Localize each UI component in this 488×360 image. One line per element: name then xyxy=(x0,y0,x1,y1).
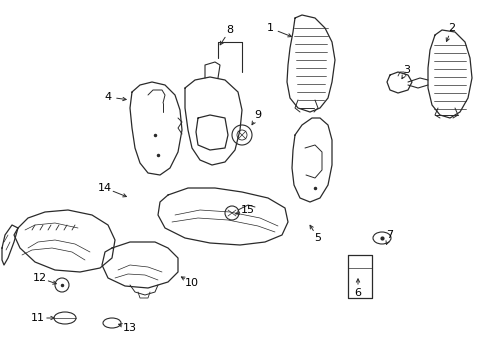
Text: 9: 9 xyxy=(254,110,261,120)
Text: 13: 13 xyxy=(123,323,137,333)
Text: 10: 10 xyxy=(184,278,199,288)
Text: 3: 3 xyxy=(403,65,409,75)
Text: 12: 12 xyxy=(33,273,47,283)
Text: 15: 15 xyxy=(241,205,254,215)
Text: 1: 1 xyxy=(266,23,273,33)
Text: 6: 6 xyxy=(354,288,361,298)
Text: 5: 5 xyxy=(314,233,321,243)
Text: 8: 8 xyxy=(226,25,233,35)
Text: 4: 4 xyxy=(104,92,111,102)
Text: 2: 2 xyxy=(447,23,455,33)
Text: 7: 7 xyxy=(386,230,393,240)
Text: 11: 11 xyxy=(31,313,45,323)
Text: 14: 14 xyxy=(98,183,112,193)
